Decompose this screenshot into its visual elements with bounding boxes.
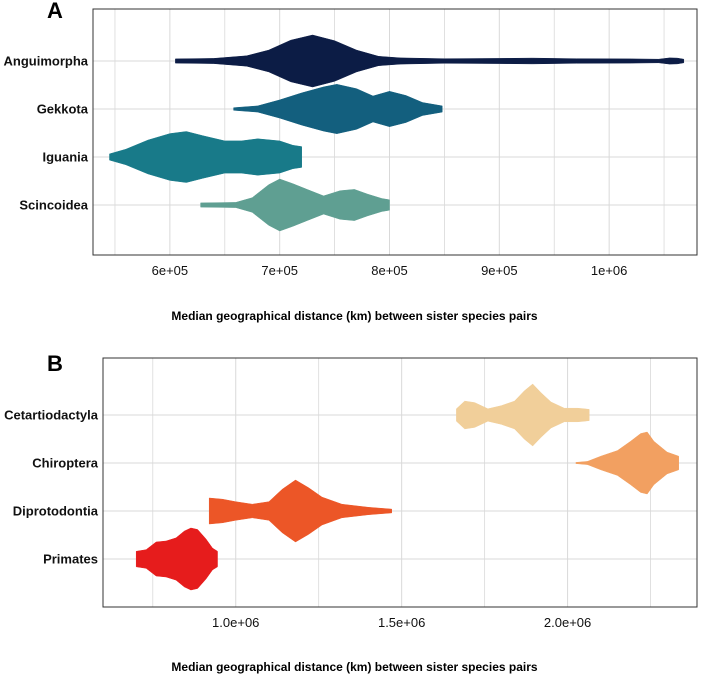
panel-border	[102, 357, 698, 608]
category-label-diprotodontia: Diprotodontia	[13, 504, 99, 519]
panel-a-plot: Anguimorpha Gekkota Iguania Scincoidea 6e+05…	[4, 8, 698, 278]
x-tick-label: 1.5e+06	[378, 615, 425, 630]
category-label-iguania: Iguania	[42, 150, 88, 165]
violin-cetartiodactyla	[456, 383, 590, 447]
panel-b-x-axis-label: Median geographical distance (km) betwee…	[171, 660, 538, 674]
violin-iguania	[109, 131, 302, 183]
category-label-chiroptera: Chiroptera	[32, 456, 99, 471]
x-tick-label: 9e+05	[481, 263, 518, 278]
category-label-primates: Primates	[43, 552, 98, 567]
x-tick-label: 8e+05	[371, 263, 408, 278]
violin-primates	[135, 527, 218, 591]
panel-a-x-axis-label: Median geographical distance (km) betwee…	[171, 309, 538, 323]
x-tick-label: 2.0e+06	[544, 615, 591, 630]
panel-a-letter: A	[47, 0, 63, 23]
category-label-scincoidea: Scincoidea	[19, 198, 88, 213]
x-tick-label: 7e+05	[261, 263, 298, 278]
category-label-gekkota: Gekkota	[37, 102, 89, 117]
panel-b-letter: B	[47, 351, 63, 376]
x-tick-label: 1e+06	[591, 263, 628, 278]
panel-border	[92, 8, 698, 256]
violin-gekkota	[233, 84, 443, 134]
violin-chiroptera	[575, 431, 679, 495]
panel-b-plot: Cetartiodactyla Chiroptera Diprotodontia Pr…	[4, 357, 698, 630]
violin-scincoidea	[200, 178, 390, 232]
category-label-cetartiodactyla: Cetartiodactyla	[4, 408, 99, 423]
x-tick-label: 1.0e+06	[212, 615, 259, 630]
x-tick-label: 6e+05	[152, 263, 189, 278]
violin-anguimorpha	[175, 34, 685, 88]
category-label-anguimorpha: Anguimorpha	[4, 54, 89, 69]
violin-diprotodontia	[208, 479, 392, 543]
